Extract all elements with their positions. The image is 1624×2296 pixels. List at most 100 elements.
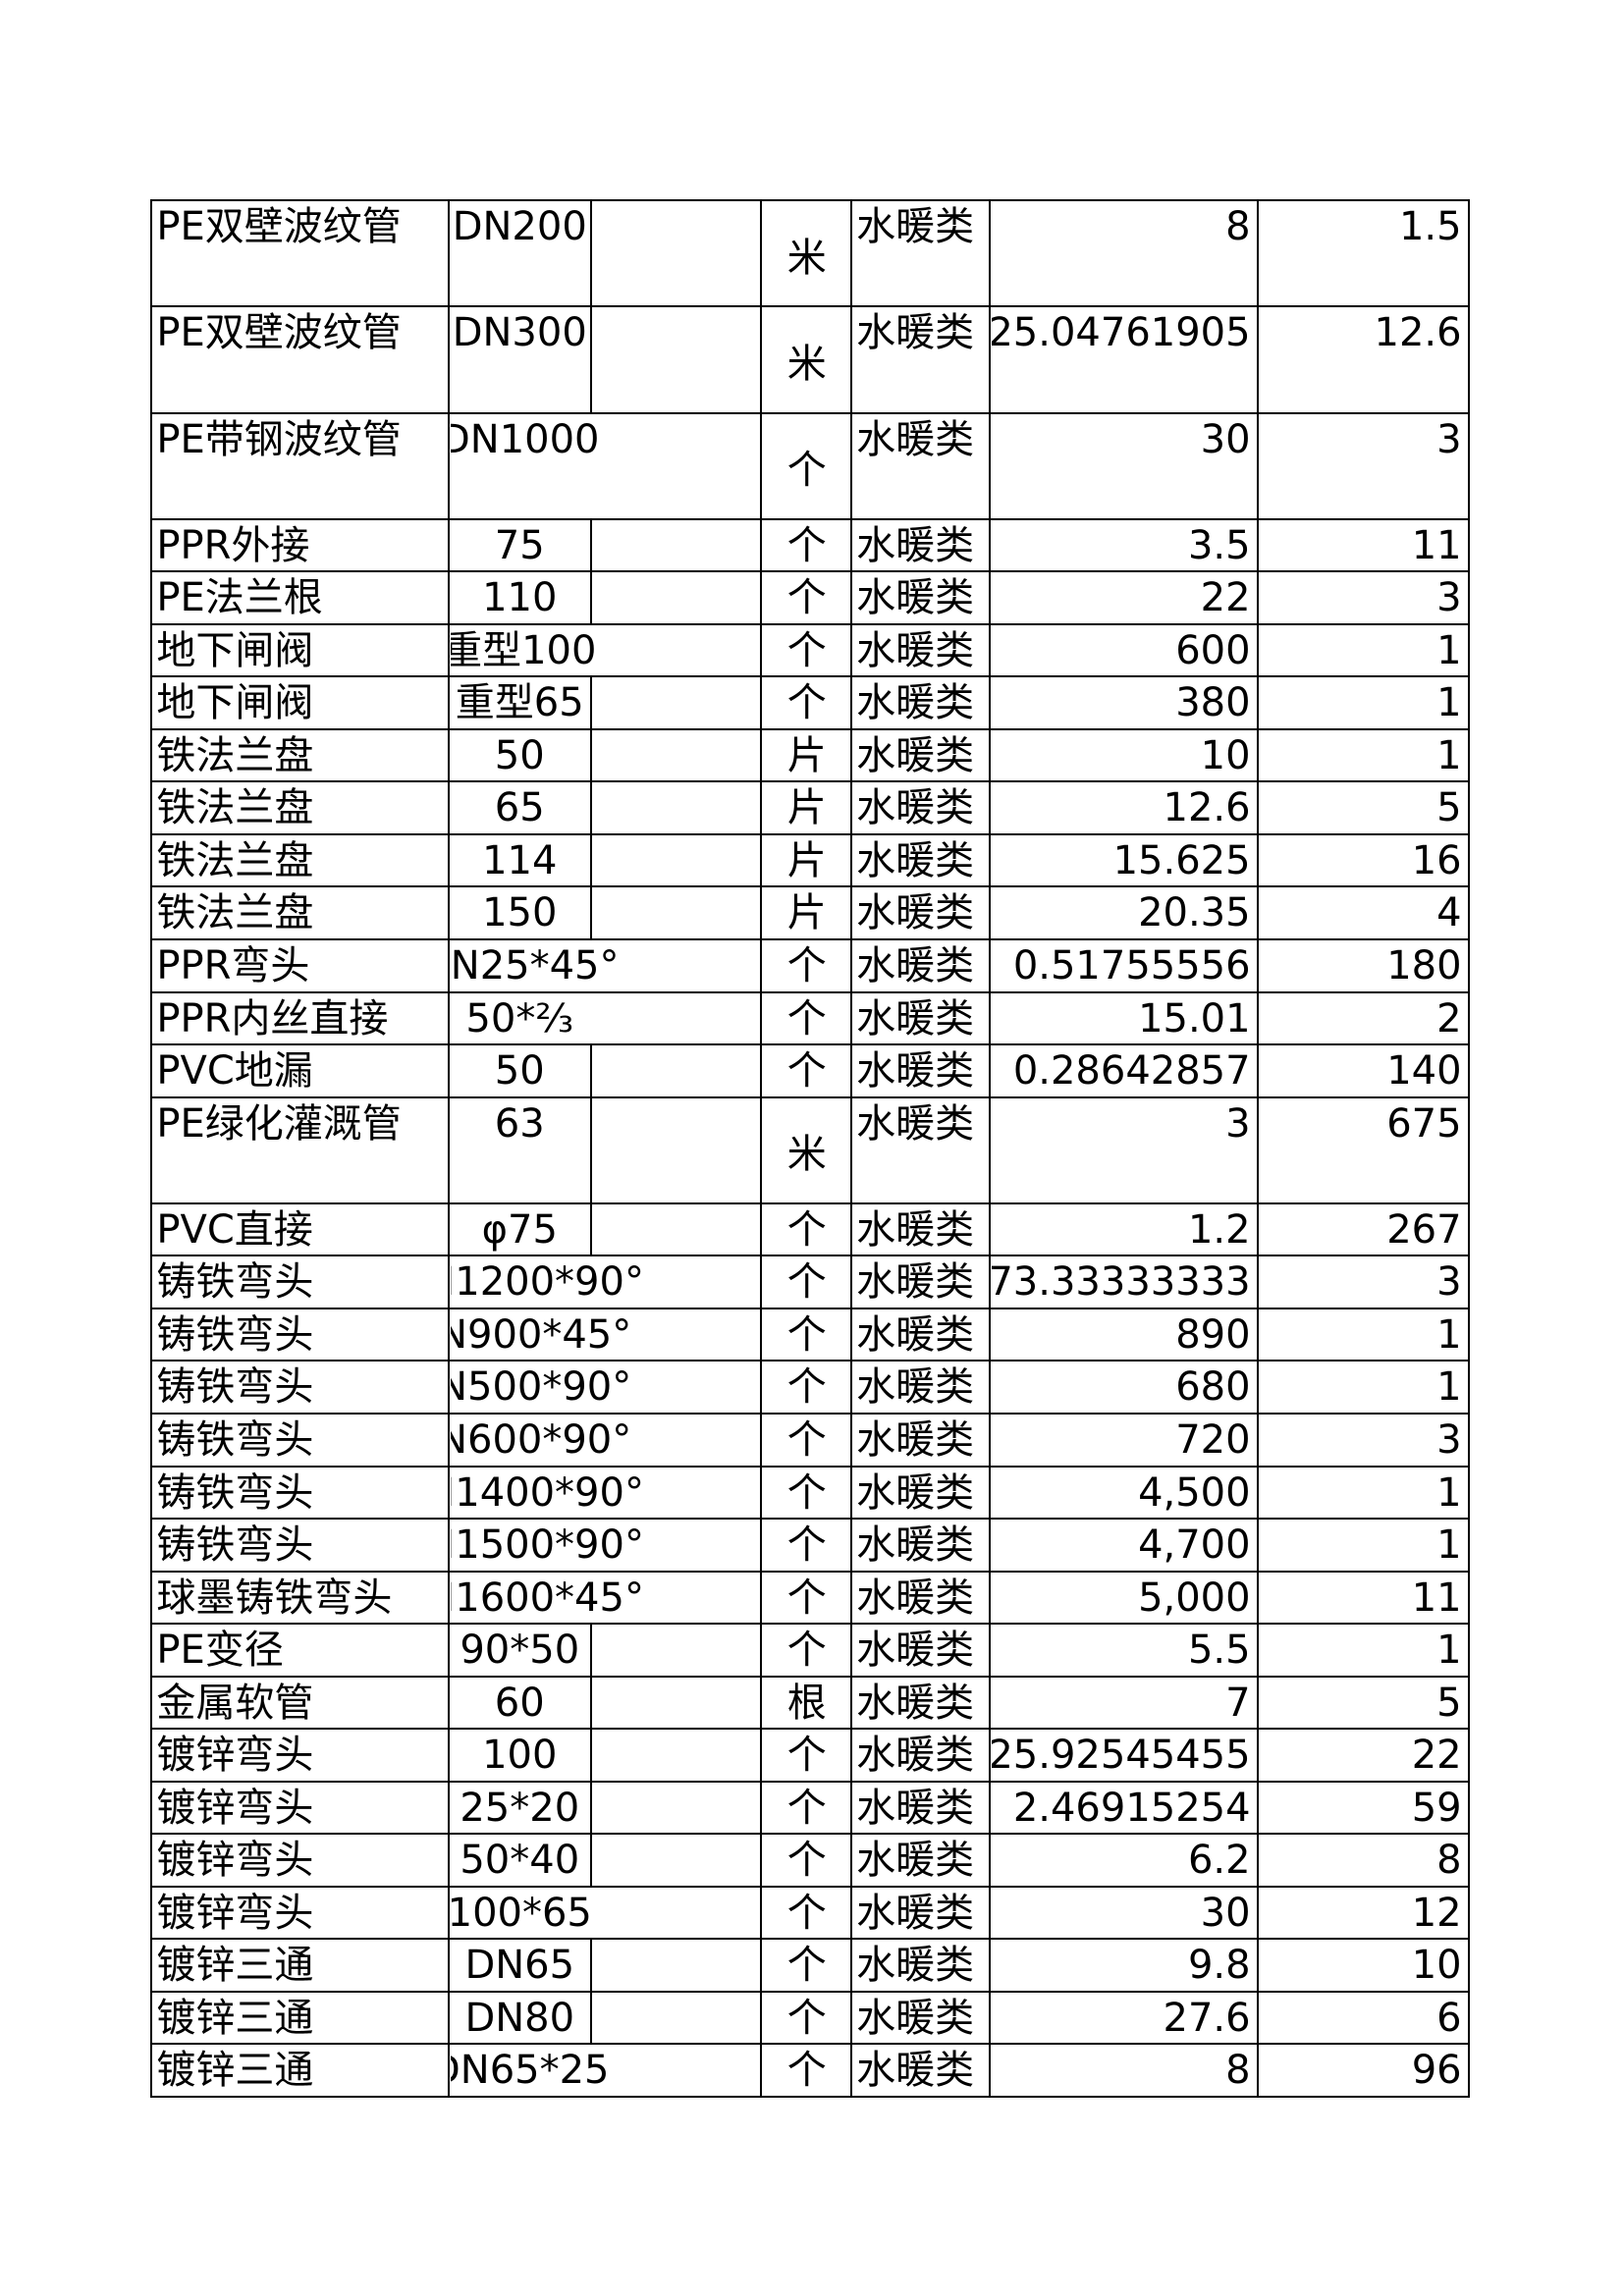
cell-text: 4,500 [1138,1469,1251,1516]
cell-text: 个 [786,1048,827,1095]
table-cell: 个 [763,1992,848,2043]
cell-text: 1 [1436,1311,1462,1358]
table-cell: 90*50 [451,1625,761,1676]
table-cell: 2.46915254 [992,1782,1255,1833]
table-cell: DN80 [451,1992,761,2043]
table-cell: DN65 [451,1940,761,1991]
cell-text: 3 [1436,575,1462,621]
table-cell: 1.2 [992,1203,1255,1255]
col-border [1467,198,1470,2096]
cell-text: 个 [786,943,827,989]
table-cell: 水暖类 [853,782,988,833]
table-cell: 50 [451,1045,761,1096]
table-cell: 6.2 [992,1835,1255,1886]
table-cell: 水暖类 [853,200,988,305]
table-cell: DN1500*90° [451,1520,761,1571]
table-cell: DN1000 [451,413,761,518]
cell-text: 65 [494,785,545,831]
table-cell: 140 [1260,1045,1467,1096]
table-cell: 8 [992,2045,1255,2096]
table-cell: 水暖类 [853,834,988,885]
cell-text: 铸铁弯头 [156,1416,314,1463]
cell-text: 个 [786,1733,827,1779]
cell-text: 5.5 [1187,1628,1251,1674]
table-cell: 个 [763,572,848,623]
table-cell: 米 [763,307,848,412]
table-cell: 1 [1260,1467,1467,1518]
table-cell: 0.28642857 [992,1045,1255,1096]
row-border [150,1833,1470,1836]
table-cell: 50*⅔ [451,992,761,1043]
table-cell: 22 [992,572,1255,623]
table-cell: 5 [1260,782,1467,833]
row-border [150,1675,1470,1678]
row-border [150,411,1470,414]
table-cell: 水暖类 [853,1362,988,1413]
cell-text: 水暖类 [856,1469,975,1516]
table-cell: 75 [451,519,761,570]
cell-text: 1.2 [1187,1206,1251,1253]
cell-text: 个 [786,575,827,621]
row-border [150,1465,1470,1468]
cell-text: 30 [1200,1890,1251,1936]
row-border [150,1623,1470,1626]
table-cell: PVC地漏 [153,1045,446,1096]
table-cell: DN300 [451,307,761,412]
cell-text: 60 [494,1680,545,1726]
table-cell: 个 [763,1940,848,1991]
cell-text: 180 [1386,943,1462,989]
row-border [150,1518,1470,1521]
table-cell: 7 [992,1677,1255,1728]
cell-text: 63 [494,1100,545,1147]
table-cell: 3 [1260,1414,1467,1465]
cell-text: 个 [786,1785,827,1831]
cell-text: 水暖类 [856,627,975,673]
cell-text: 镀锌弯头 [156,1890,314,1936]
cell-text: 水暖类 [856,1048,975,1095]
cell-text: 59 [1411,1785,1462,1831]
table-cell: PPR外接 [153,519,446,570]
row-border [150,938,1470,940]
cell-text: 3 [1436,1259,1462,1306]
table-cell: 个 [763,519,848,570]
table-cell: 铸铁弯头 [153,1256,446,1308]
cell-text: 16 [1411,837,1462,883]
table-cell: 铸铁弯头 [153,1308,446,1360]
cell-text: 50 [494,1048,545,1095]
table-cell: DN65*25 [451,2045,761,2096]
row-border [150,1095,1470,1098]
split-border [590,885,593,938]
table-cell: 个 [763,1362,848,1413]
cell-text: 15.01 [1138,995,1251,1041]
row-border [150,990,1470,993]
table-cell: 铁法兰盘 [153,887,446,938]
cell-text: 6.2 [1187,1838,1251,1884]
table-cell: 114 [451,834,761,885]
cell-text: 5 [1436,785,1462,831]
table-cell: 水暖类 [853,572,988,623]
cell-text: 铸铁弯头 [156,1259,314,1306]
table-cell: 150 [451,887,761,938]
table-cell: 镀锌弯头 [153,1887,446,1938]
table-cell: DN25*45° [451,940,761,991]
table-cell: 2 [1260,992,1467,1043]
table-cell: 380 [992,677,1255,728]
table-cell: 25.92545455 [992,1730,1255,1781]
row-border [150,780,1470,783]
table-cell: 30 [992,413,1255,518]
cell-text: 个 [786,1311,827,1358]
split-border [590,675,593,728]
split-border [590,780,593,833]
table-cell: 水暖类 [853,1625,988,1676]
cell-text: 890 [1175,1311,1251,1358]
cell-text: 镀锌三通 [156,1995,314,2041]
row-border [150,570,1470,573]
table-cell: 个 [763,1625,848,1676]
cell-text: DN1000 [450,416,600,462]
table-cell: 1 [1260,1625,1467,1676]
table-cell: 水暖类 [853,677,988,728]
table-cell: PE双壁波纹管 [153,307,446,412]
row-border [150,1728,1470,1731]
cell-text: 镀锌弯头 [156,1733,314,1779]
